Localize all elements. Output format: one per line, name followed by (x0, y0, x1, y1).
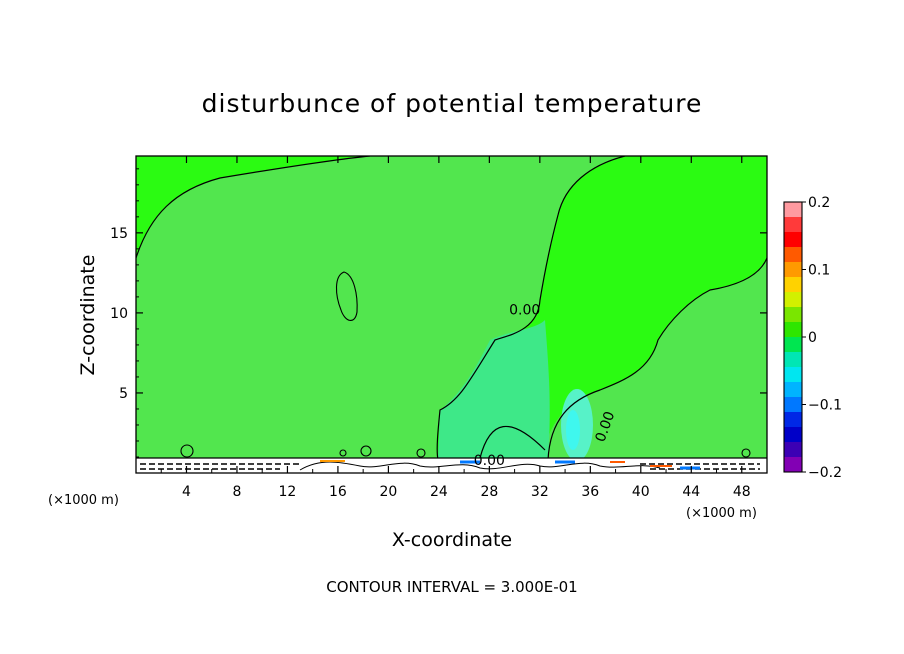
colorbar-swatch (784, 352, 802, 368)
colorbar-swatch (784, 292, 802, 308)
colorbar-swatch (784, 382, 802, 398)
colorbar-tick-label: −0.2 (808, 465, 842, 481)
x-tick-label: 28 (480, 484, 498, 500)
bottom-band-terrain (299, 461, 661, 471)
x-tick-label: 4 (182, 484, 191, 500)
colorbar-swatch (784, 427, 802, 443)
colorbar-swatch (784, 322, 802, 338)
colorbar-swatch (784, 262, 802, 278)
contour-value-label: 0.00 (509, 303, 540, 319)
colorbar-swatch (784, 232, 802, 248)
colorbar-swatch (784, 457, 802, 473)
x-tick-label: 36 (581, 484, 599, 500)
colorbar-swatch (784, 307, 802, 323)
x-tick-label: 20 (379, 484, 397, 500)
colorbar-swatch (784, 337, 802, 353)
plot-frame (135, 155, 768, 474)
x-tick-label: 12 (279, 484, 297, 500)
contour-value-label: 0.00 (474, 453, 505, 469)
y-tick-label: 10 (110, 306, 128, 322)
colorbar-tick-label: −0.1 (808, 398, 842, 414)
x-unit-right: (×1000 m) (686, 506, 757, 521)
x-axis-label: X-coordinate (392, 529, 512, 551)
field-cyan-core (566, 410, 580, 450)
y-tick-label: 5 (119, 386, 128, 402)
field-plume-region (438, 320, 550, 460)
plot-area: 0.000.000.00 (135, 155, 768, 474)
colorbar: 0.2 0.1 0 −0.1 −0.2 (783, 195, 842, 481)
colorbar-swatch (784, 367, 802, 383)
colorbar-tick-label: 0 (808, 330, 817, 346)
colorbar-swatch (784, 217, 802, 233)
x-axis: 4 8 12 16 20 24 28 32 36 40 44 48 (160, 156, 751, 500)
colorbar-tick-label: 0.1 (808, 263, 830, 279)
x-tick-label: 24 (430, 484, 448, 500)
colorbar-swatch (784, 412, 802, 428)
field-upper-left-region (136, 156, 370, 258)
x-tick-label: 48 (733, 484, 751, 500)
colorbar-swatch (784, 202, 802, 218)
x-tick-label: 8 (232, 484, 241, 500)
x-unit-left: (×1000 m) (48, 493, 119, 508)
y-tick-label: 15 (110, 226, 128, 242)
y-axis: 5 10 15 (110, 168, 767, 458)
x-tick-label: 32 (531, 484, 549, 500)
y-axis-label: Z-coordinate (77, 255, 99, 376)
contour-line-lower-loop (479, 425, 546, 459)
colorbar-swatch (784, 397, 802, 413)
x-tick-label: 44 (682, 484, 700, 500)
x-tick-label: 40 (632, 484, 650, 500)
colorbar-swatch (784, 247, 802, 263)
contour-line-upper-left (136, 156, 371, 259)
surface-blob (180, 444, 194, 458)
colorbar-tick-label: 0.2 (808, 195, 830, 211)
x-tick-label: 16 (329, 484, 347, 500)
contour-line-right (547, 257, 767, 461)
field-isolated-blob (335, 271, 358, 321)
contour-line-upper-right (436, 156, 626, 461)
contour-interval-note: CONTOUR INTERVAL = 3.000E-01 (326, 578, 577, 596)
colorbar-swatch (784, 442, 802, 458)
colorbar-swatch (784, 277, 802, 293)
chart-title: disturbunce of potential temperature (202, 89, 703, 118)
